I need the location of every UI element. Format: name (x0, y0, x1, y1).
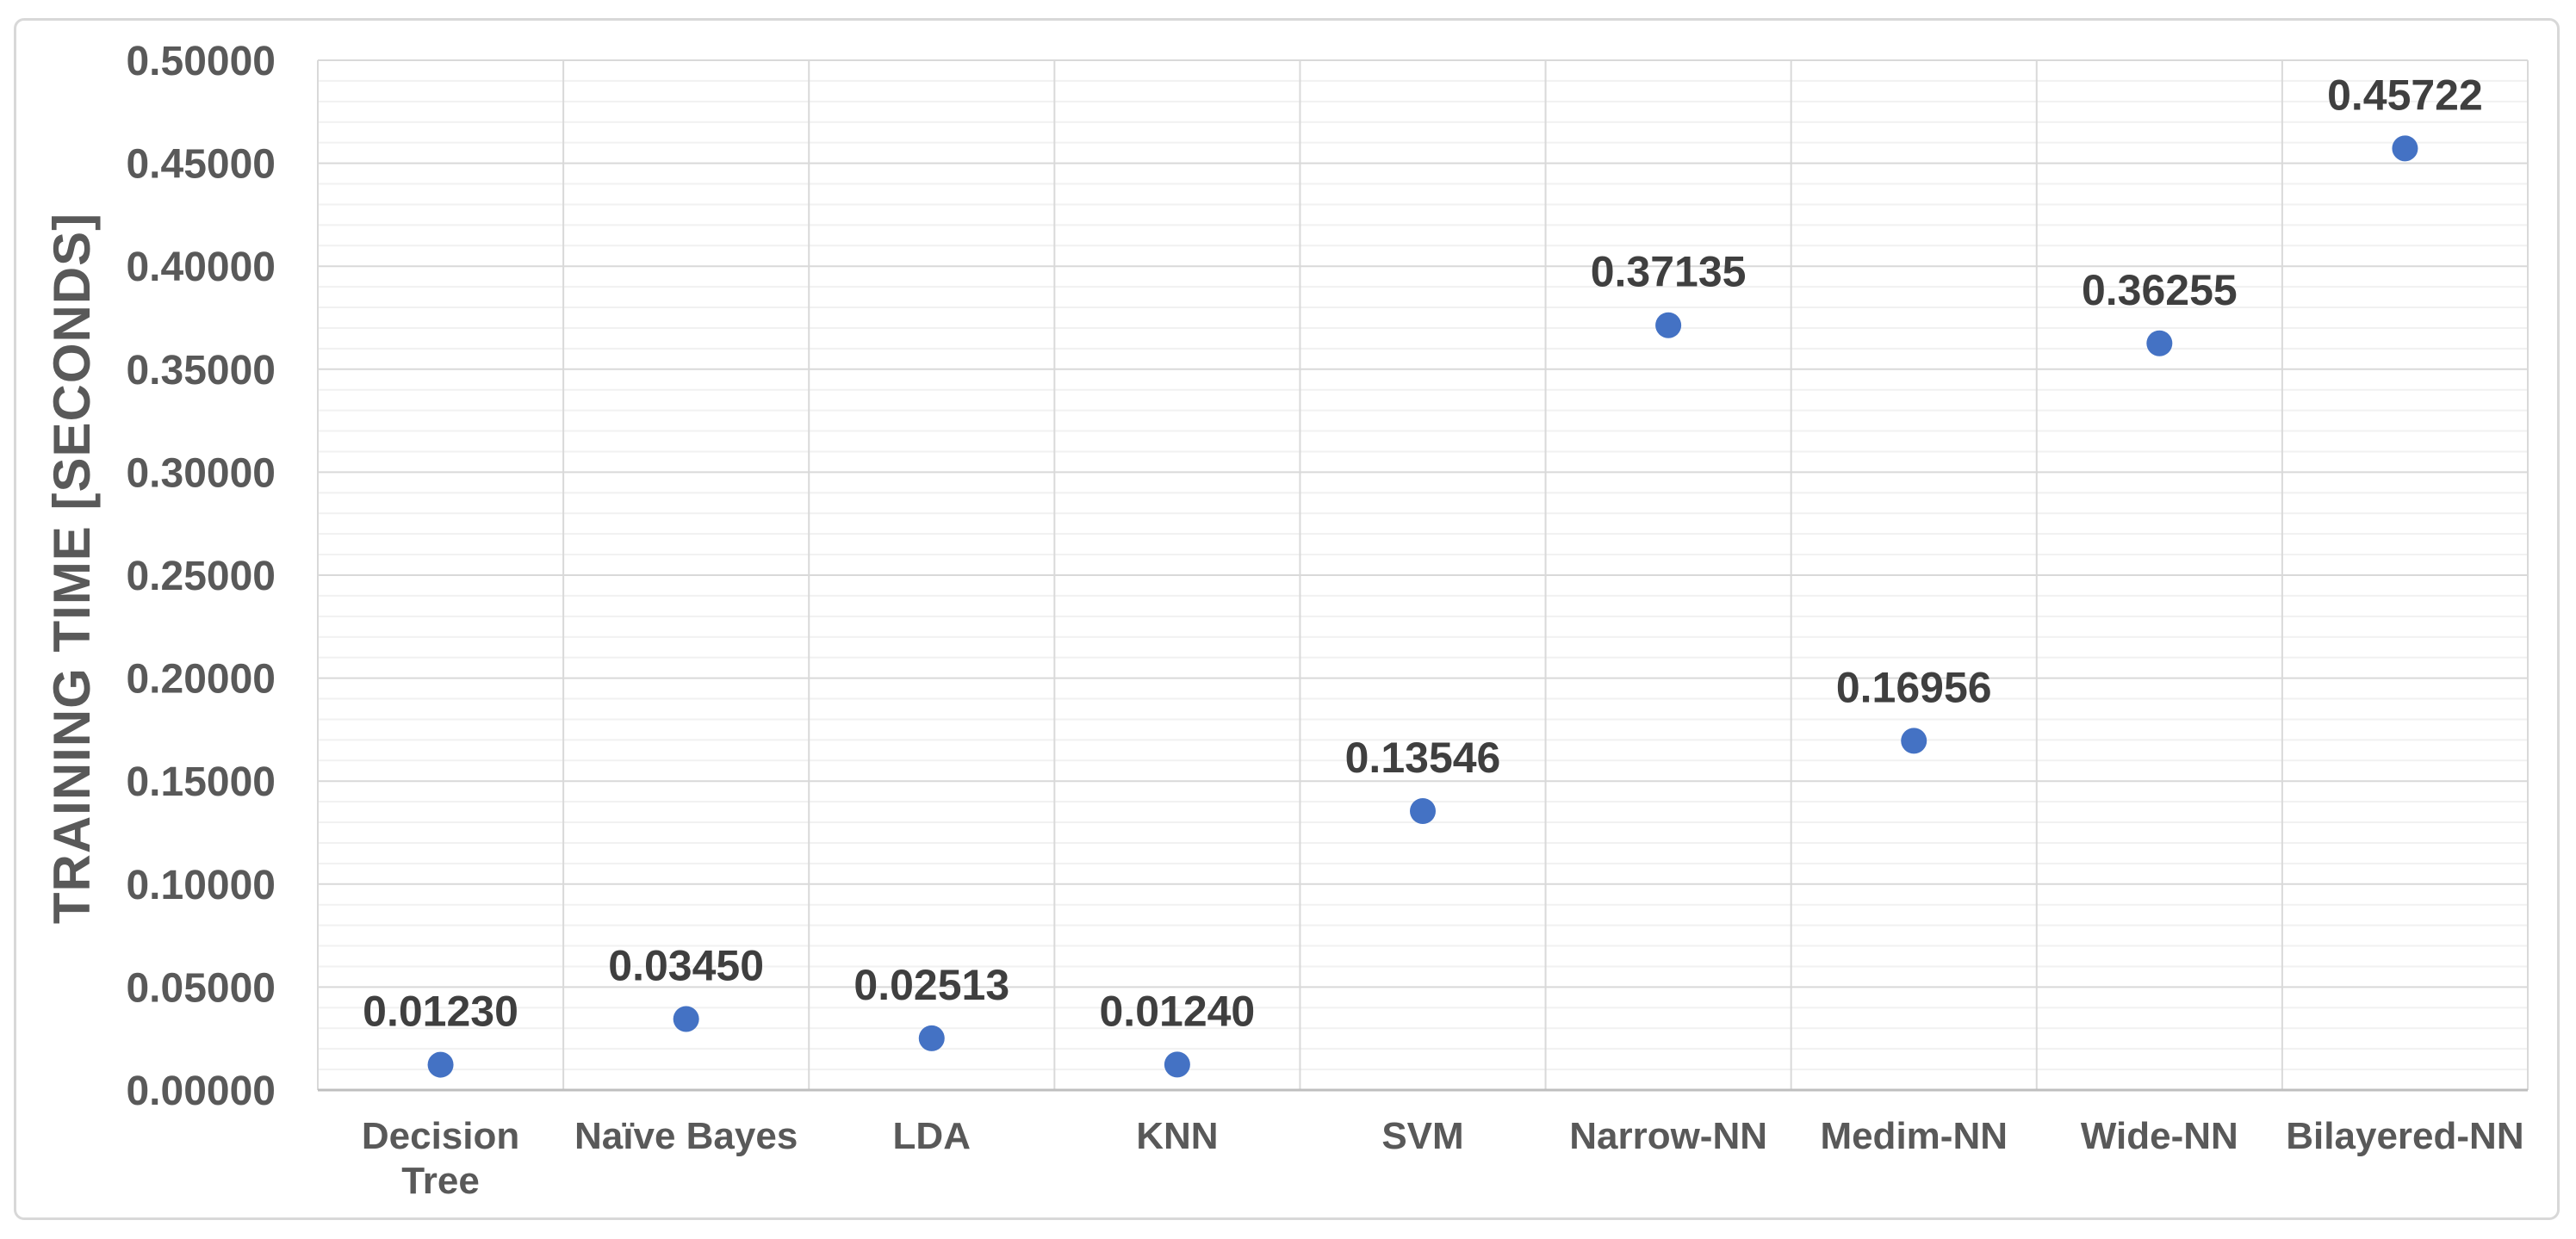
x-axis-category-label: Wide-NN (2081, 1115, 2238, 1157)
category-label-line: Tree (401, 1160, 480, 1202)
data-point-value-label: 0.45722 (2327, 71, 2483, 119)
data-point (1410, 797, 1436, 824)
data-point (918, 1025, 945, 1051)
y-axis-tick-label: 0.20000 (126, 657, 276, 703)
x-axis-category-label: Bilayered-NN (2286, 1115, 2523, 1157)
x-axis-category-labels: Decision Tree Naïve Bayes LDA KNN SVM Narrow-N… (362, 1115, 2524, 1202)
data-point-value-label: 0.01240 (1100, 987, 1256, 1035)
y-axis-tick-label: 0.50000 (126, 39, 276, 84)
data-point (673, 1006, 699, 1032)
category-label-line: Naïve Bayes (574, 1115, 798, 1157)
minor-gridlines (318, 79, 2528, 1071)
major-gridlines (318, 59, 2528, 988)
y-axis-tick-labels: 0.00000 0.05000 0.10000 0.15000 0.20000 0.250… (126, 39, 276, 1114)
category-label-line: LDA (893, 1115, 971, 1157)
data-point-value-label: 0.13546 (1345, 734, 1501, 782)
category-label-line: Bilayered-NN (2286, 1115, 2523, 1157)
data-point-value-labels: 0.01230 0.03450 0.02513 0.01240 0.13546 0.371… (363, 71, 2483, 1035)
category-label-line: Wide-NN (2081, 1115, 2238, 1157)
y-axis-tick-label: 0.40000 (126, 245, 276, 290)
category-label-line: SVM (1381, 1115, 1463, 1157)
data-point (2392, 135, 2418, 162)
data-point-value-label: 0.37135 (1591, 248, 1747, 296)
category-label-line: Decision (362, 1115, 519, 1157)
x-axis-category-label: KNN (1136, 1115, 1218, 1157)
data-point (427, 1051, 454, 1078)
y-axis-title: TRAINING TIME [SECONDS] (43, 213, 101, 924)
x-axis-category-label: Medim-NN (1820, 1115, 2008, 1157)
data-point-value-label: 0.02513 (853, 961, 1009, 1009)
x-axis-category-label: LDA (893, 1115, 971, 1157)
y-axis-tick-label: 0.30000 (126, 450, 276, 496)
y-axis-tick-label: 0.25000 (126, 554, 276, 599)
category-label-line: KNN (1136, 1115, 1218, 1157)
category-label-line: Medim-NN (1820, 1115, 2008, 1157)
y-axis-tick-label: 0.05000 (126, 965, 276, 1011)
data-point-value-label: 0.01230 (363, 988, 518, 1036)
chart-frame (14, 18, 2560, 1220)
y-axis-tick-label: 0.00000 (126, 1069, 276, 1114)
data-point (1901, 728, 1927, 754)
y-axis-tick-label: 0.15000 (126, 759, 276, 805)
x-axis-category-label: Narrow-NN (1569, 1115, 1767, 1157)
category-label-line: Narrow-NN (1569, 1115, 1767, 1157)
data-point (1655, 312, 1682, 338)
data-point-value-label: 0.03450 (608, 941, 764, 989)
data-points (427, 135, 2418, 1078)
y-axis-tick-label: 0.35000 (126, 348, 276, 393)
vertical-gridlines (317, 60, 2529, 1090)
x-axis-category-label: Naïve Bayes (574, 1115, 798, 1157)
x-axis-category-label: Decision Tree (362, 1115, 519, 1202)
data-point-value-label: 0.16956 (1836, 663, 1992, 711)
data-point-value-label: 0.36255 (2082, 266, 2238, 314)
y-axis-tick-label: 0.10000 (126, 863, 276, 908)
data-point (1164, 1051, 1190, 1078)
x-axis-category-label: SVM (1381, 1115, 1463, 1157)
y-axis-tick-label: 0.45000 (126, 142, 276, 188)
data-point (2146, 330, 2173, 356)
